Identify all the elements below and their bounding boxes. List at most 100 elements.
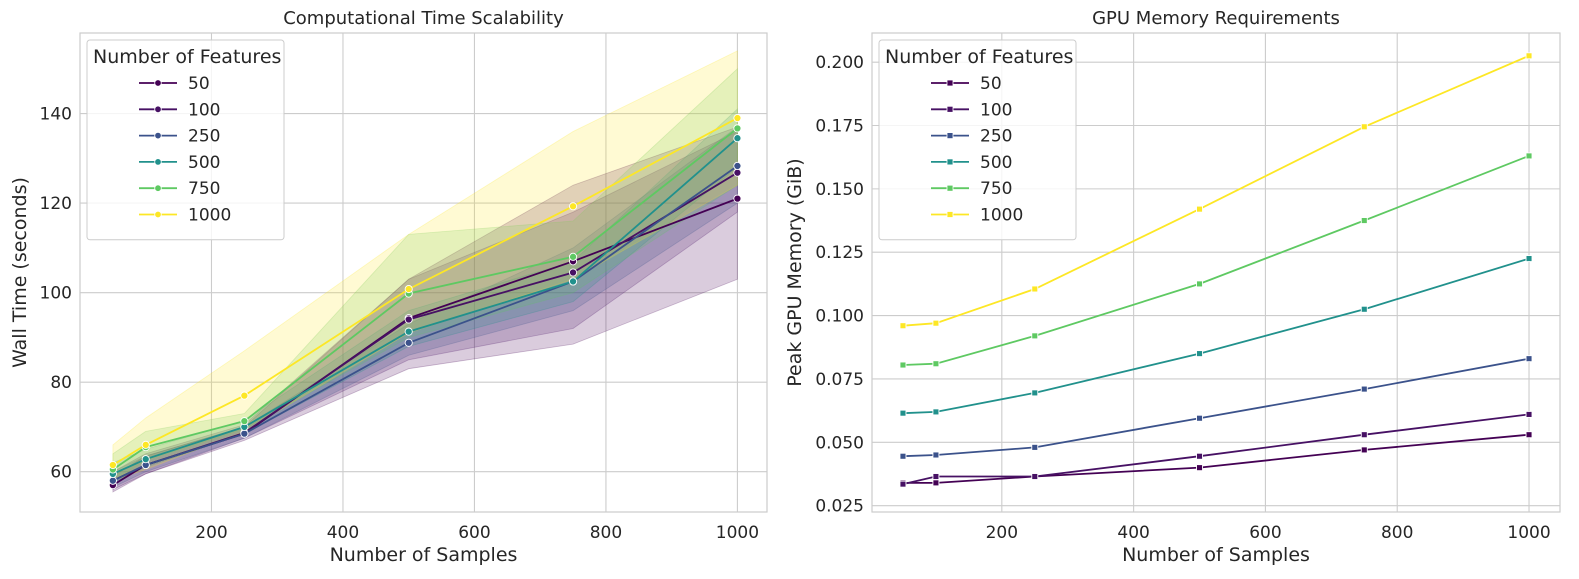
legend-title: Number of Features [885,46,1073,68]
data-point [1360,446,1368,454]
chart-title: GPU Memory Requirements [1092,8,1340,29]
series-line-500 [902,257,1530,415]
legend-label: 750 [980,179,1012,199]
x-tick-label: 200 [195,523,227,543]
data-point [404,315,413,324]
chart-title: Computational Time Scalability [283,8,564,29]
y-tick-label: 0.125 [815,243,864,263]
data-point [899,452,907,460]
legend-label: 100 [980,100,1012,120]
legend-label: 500 [980,153,1012,173]
legend-swatch-marker [154,158,162,166]
data-point [733,134,742,143]
data-point [733,124,742,133]
legend-label: 750 [188,179,220,199]
legend-swatch-marker [946,184,954,192]
x-axis-label: Number of Samples [1122,544,1310,566]
legend-swatch-marker [946,79,954,87]
data-point [899,480,907,488]
data-point [932,319,940,327]
axes-frame [871,32,1561,513]
data-point [899,409,907,417]
data-point [1196,414,1203,422]
x-tick-label: 800 [590,523,622,543]
legend-label: 50 [980,74,1002,94]
data-point [569,202,578,211]
data-point [1360,385,1368,393]
data-point [1360,305,1368,313]
data-point [240,429,249,438]
legend-swatch-marker [154,131,162,140]
y-tick-label: 0.075 [815,370,864,390]
data-point [932,473,940,480]
data-point [1031,473,1039,480]
data-point [1525,431,1533,439]
data-point [141,440,150,449]
legend-label: 500 [188,153,220,173]
y-tick-label: 0.200 [815,53,864,73]
series-line-750 [902,155,1530,366]
data-point [240,391,249,400]
data-point [733,168,742,177]
legend-swatch-marker [946,211,954,218]
legend-swatch-marker [154,184,162,192]
y-tick-label: 80 [50,373,72,393]
legend-swatch-marker [946,105,954,113]
legend-swatch-marker [946,132,954,140]
series-line-250 [902,357,1530,458]
data-point [569,252,578,261]
data-point [899,361,907,369]
data-point [733,161,742,171]
legend-label: 100 [188,100,220,120]
x-tick-label: 600 [1249,523,1281,543]
x-tick-label: 200 [986,523,1018,543]
legend-label: 250 [188,127,220,147]
wall-time-chart: 200 400 600 800 1000 60 80 100 120 140 Computation… [9,8,768,566]
series-line-1000 [112,117,738,466]
data-point [1525,410,1533,418]
series-line-100 [902,413,1530,485]
data-point [1196,350,1203,358]
axes-frame [79,32,768,513]
legend: Number of Features 50 100 250 500 750 1000 [86,39,285,241]
gpu-memory-chart: 200 400 600 800 1000 0.025 0.050 0.075 0.100 0.12… [784,8,1561,566]
data-point [1360,431,1368,439]
y-tick-label: 0.100 [815,307,864,327]
y-axis-label: Peak GPU Memory (GiB) [784,158,806,386]
legend: Number of Features 50 100 250 500 750 1000 [878,39,1077,241]
data-point [404,327,413,336]
legend-box [86,39,285,241]
y-tick-label: 140 [40,105,72,125]
legend-label: 250 [980,127,1012,147]
y-tick-label: 0.150 [815,180,864,200]
data-point [1031,443,1039,451]
data-point [1196,452,1203,460]
y-tick-label: 120 [40,194,72,214]
legend-swatch-marker [154,79,162,87]
x-axis-label: Number of Samples [330,544,518,566]
data-point [733,194,742,203]
data-point [932,451,940,459]
data-point [1360,217,1368,224]
data-point [1031,389,1039,397]
data-point [1525,52,1533,60]
series-line-50 [903,433,1530,484]
y-tick-label: 60 [50,463,72,483]
legend-label: 50 [188,74,210,94]
data-point [1196,205,1203,213]
data-point [141,455,150,464]
legend-swatch-marker [154,105,162,113]
legend-label: 1000 [188,206,231,226]
data-point [733,114,742,123]
x-tick-label: 800 [1381,523,1413,543]
y-tick-label: 100 [40,284,72,304]
data-point [1360,123,1368,131]
series-line-250 [112,165,738,482]
data-point [1196,464,1203,472]
data-point [899,322,907,330]
legend-box [878,39,1077,241]
x-tick-label: 400 [327,523,359,543]
y-axis-label: Wall Time (seconds) [9,177,31,368]
legend-swatch-marker [946,158,954,166]
